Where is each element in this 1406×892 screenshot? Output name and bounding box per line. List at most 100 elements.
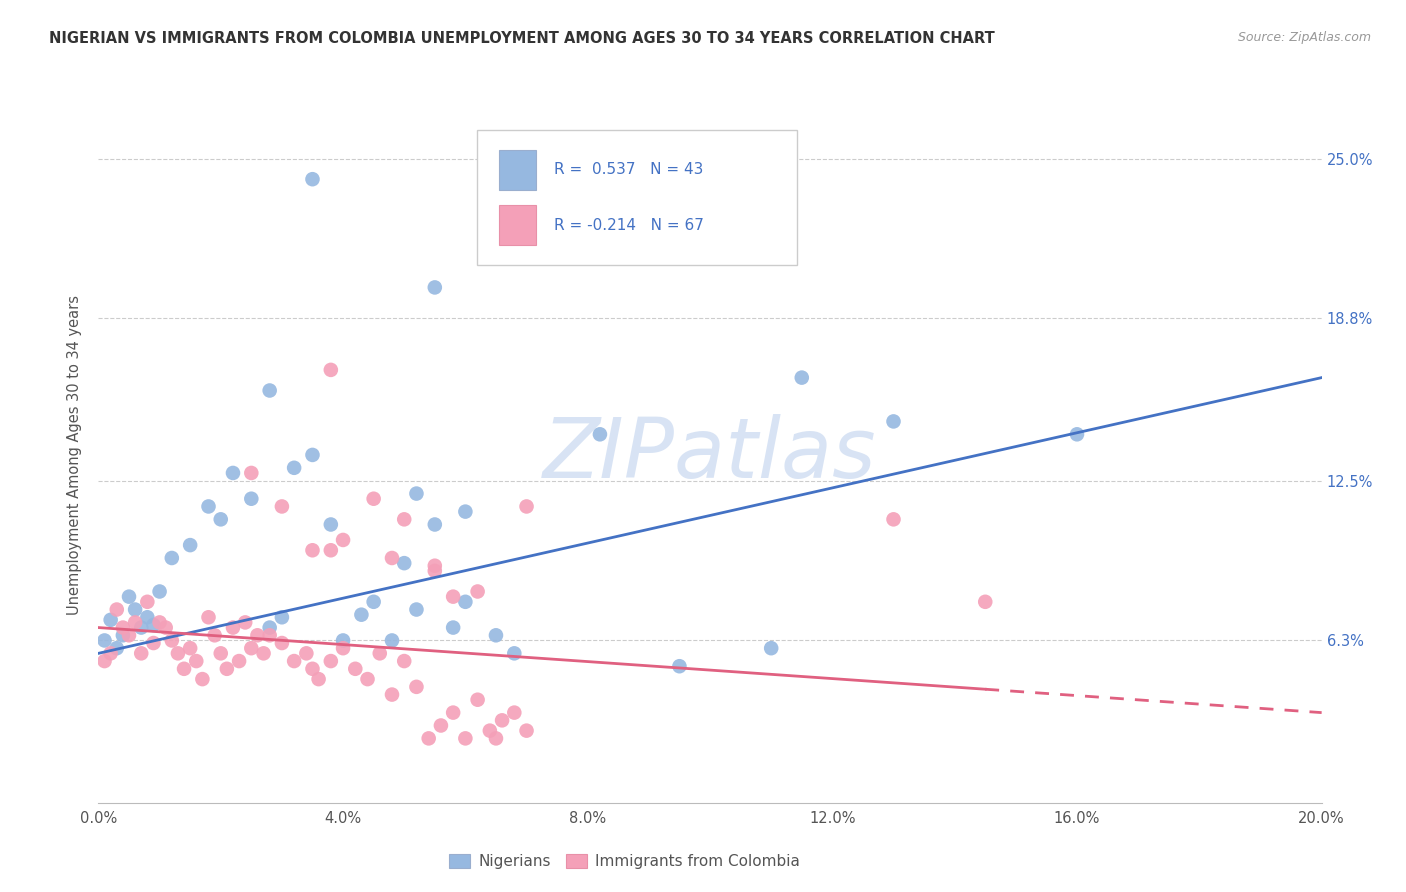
Point	[191, 672, 214, 686]
Point	[467, 584, 489, 599]
Point	[516, 723, 538, 738]
Point	[423, 517, 446, 532]
Point	[197, 610, 219, 624]
Point	[215, 662, 238, 676]
Point	[381, 633, 404, 648]
Point	[240, 491, 263, 506]
Point	[222, 466, 245, 480]
Point	[118, 590, 141, 604]
Point	[283, 654, 305, 668]
Point	[356, 672, 378, 686]
Point	[319, 363, 342, 377]
Point	[160, 633, 183, 648]
Point	[246, 628, 269, 642]
Point	[129, 621, 152, 635]
Point	[252, 646, 274, 660]
Point	[295, 646, 318, 660]
Point	[105, 602, 128, 616]
Point	[790, 370, 813, 384]
Point	[222, 621, 245, 635]
Point	[204, 628, 226, 642]
Point	[100, 646, 122, 660]
Point	[392, 512, 416, 526]
Point	[259, 628, 281, 642]
Point	[259, 384, 281, 398]
Point	[418, 731, 440, 746]
Point	[454, 505, 477, 519]
Point	[240, 641, 263, 656]
Point	[405, 486, 427, 500]
Point	[136, 610, 159, 624]
Point	[430, 718, 453, 732]
Point	[149, 584, 172, 599]
Point	[883, 512, 905, 526]
Point	[319, 654, 342, 668]
Point	[516, 500, 538, 514]
Point	[124, 602, 146, 616]
Point	[441, 590, 464, 604]
Point	[186, 654, 208, 668]
Point	[155, 621, 177, 635]
Text: Source: ZipAtlas.com: Source: ZipAtlas.com	[1237, 31, 1371, 45]
Point	[350, 607, 373, 622]
Text: R = -0.214   N = 67: R = -0.214 N = 67	[554, 218, 704, 233]
Point	[240, 466, 263, 480]
Point	[332, 641, 354, 656]
Point	[485, 628, 508, 642]
Point	[392, 556, 416, 570]
Point	[332, 633, 354, 648]
Point	[423, 558, 446, 573]
Point	[381, 551, 404, 566]
Point	[124, 615, 146, 630]
Point	[423, 564, 446, 578]
Point	[149, 615, 172, 630]
Point	[142, 618, 165, 632]
Point	[100, 613, 122, 627]
Point	[270, 610, 292, 624]
Point	[270, 636, 292, 650]
Point	[423, 280, 446, 294]
Point	[259, 621, 281, 635]
Y-axis label: Unemployment Among Ages 30 to 34 years: Unemployment Among Ages 30 to 34 years	[67, 295, 83, 615]
Point	[883, 414, 905, 428]
Text: ZIPatlas: ZIPatlas	[543, 415, 877, 495]
Point	[503, 646, 526, 660]
Point	[209, 646, 232, 660]
Point	[301, 172, 323, 186]
Point	[160, 551, 183, 566]
Point	[118, 628, 141, 642]
Point	[111, 621, 134, 635]
Point	[197, 500, 219, 514]
Point	[301, 543, 323, 558]
Point	[503, 706, 526, 720]
Point	[93, 633, 115, 648]
Point	[173, 662, 195, 676]
Point	[467, 692, 489, 706]
Point	[179, 641, 201, 656]
Point	[589, 427, 612, 442]
Point	[319, 543, 342, 558]
Point	[478, 723, 501, 738]
Point	[301, 448, 323, 462]
Point	[392, 654, 416, 668]
Point	[179, 538, 201, 552]
Point	[405, 680, 427, 694]
Point	[454, 595, 477, 609]
Legend: Nigerians, Immigrants from Colombia: Nigerians, Immigrants from Colombia	[443, 847, 806, 875]
Point	[381, 688, 404, 702]
Point	[111, 628, 134, 642]
Point	[363, 491, 385, 506]
Point	[454, 731, 477, 746]
Point	[167, 646, 190, 660]
Point	[491, 714, 513, 728]
Point	[363, 595, 385, 609]
Point	[441, 621, 464, 635]
Point	[668, 659, 690, 673]
Point	[136, 595, 159, 609]
Point	[270, 500, 292, 514]
Text: R =  0.537   N = 43: R = 0.537 N = 43	[554, 162, 703, 178]
Point	[209, 512, 232, 526]
Point	[228, 654, 250, 668]
Point	[233, 615, 256, 630]
Point	[759, 641, 782, 656]
